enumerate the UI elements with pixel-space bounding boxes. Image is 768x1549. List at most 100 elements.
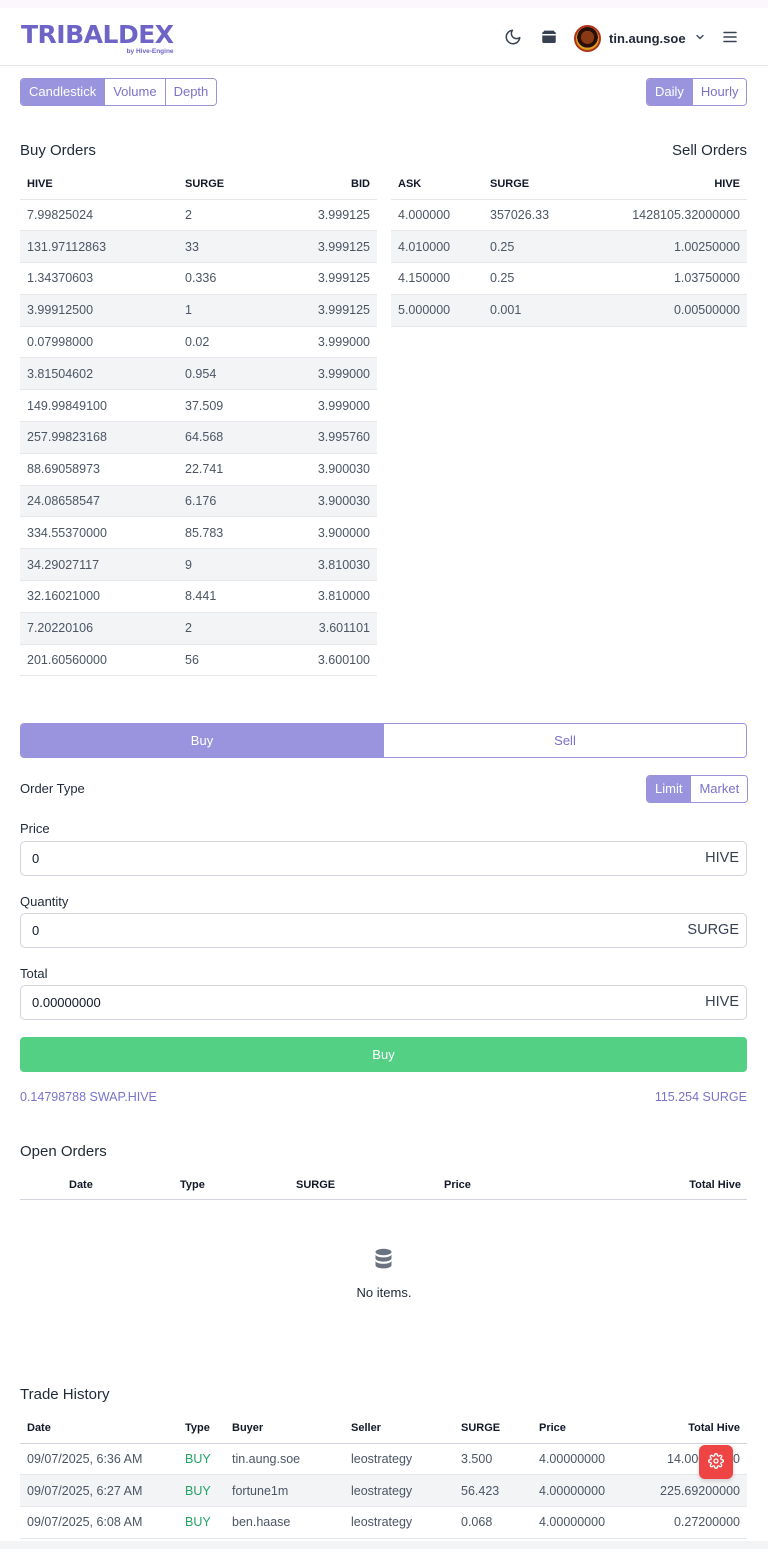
buy-order-row[interactable]: 88.69058973 22.741 3.900030 [20,453,377,486]
sell-orders-title: Sell Orders [671,142,747,159]
buy-order-row[interactable]: 257.99823168 64.568 3.995760 [20,421,377,454]
column-header: SURGE [296,1179,336,1191]
settings-fab[interactable] [699,1445,733,1479]
submit-buy-button[interactable]: Buy [20,1037,747,1072]
trade-history-row[interactable]: 09/07/2025, 6:08 AM BUY ben.haase leostrate… [20,1506,747,1539]
tab-daily[interactable]: Daily [647,79,693,105]
buy-order-row[interactable]: 1.34370603 0.336 3.999125 [20,262,377,295]
surge-balance[interactable]: 115.254 SURGE [654,1090,747,1104]
trade-price: 4.00000000 [532,1474,642,1508]
buy-sell-toggle: Buy Sell [20,723,747,758]
buy-order-row[interactable]: 32.16021000 8.441 3.810000 [20,580,377,613]
ask-price: 5.000000 [391,294,483,327]
surge-amount: 0.001 [483,294,583,327]
bid-price: 3.999125 [266,230,377,264]
ask-price: 4.000000 [391,199,483,232]
trade-seller: leostrategy [344,1443,454,1476]
bid-price: 3.999125 [266,199,377,232]
buy-order-row[interactable]: 3.99912500 1 3.999125 [20,294,377,327]
bid-price: 3.601101 [266,612,377,645]
sell-order-row[interactable]: 4.000000 357026.33 1428105.32000000 [391,199,747,232]
buy-order-row[interactable]: 131.97112863 33 3.999125 [20,230,377,264]
bid-price: 3.810030 [266,548,377,582]
hive-amount: 3.99912500 [20,294,178,327]
hive-amount: 1.00250000 [582,230,747,264]
hive-amount: 334.55370000 [20,516,178,550]
tab-volume[interactable]: Volume [105,79,166,105]
column-header: ASK [391,169,483,200]
surge-amount: 56 [178,644,267,677]
surge-amount: 1 [178,294,267,327]
tab-market[interactable]: Market [691,776,748,802]
moon-icon[interactable] [502,26,524,48]
tab-candlestick[interactable]: Candlestick [21,79,106,105]
surge-amount: 0.02 [178,326,267,359]
buy-order-row[interactable]: 7.20220106 2 3.601101 [20,612,377,645]
buy-tab[interactable]: Buy [21,724,383,757]
column-header: Total Hive [689,1179,741,1191]
column-header: Price [532,1414,642,1444]
surge-amount: 85.783 [178,516,267,550]
hive-amount: 257.99823168 [20,421,178,454]
surge-amount: 22.741 [178,453,267,486]
price-field: HIVE [20,841,747,876]
bid-price: 3.900000 [266,516,377,550]
hive-amount: 7.99825024 [20,199,178,232]
total-input[interactable] [32,986,632,1019]
buy-order-row[interactable]: 24.08658547 6.176 3.900030 [20,485,377,518]
sell-order-row[interactable]: 4.010000 0.25 1.00250000 [391,230,747,264]
interval-tabs: Daily Hourly [646,78,748,106]
trade-type: BUY [178,1474,225,1508]
quantity-input[interactable] [32,914,632,947]
buy-order-row[interactable]: 149.99849100 37.509 3.999000 [20,389,377,423]
buy-order-row[interactable]: 334.55370000 85.783 3.900000 [20,516,377,550]
gear-icon [708,1452,724,1472]
tab-limit[interactable]: Limit [647,776,692,802]
tribaldex-logo[interactable]: TRIBALDEX by Hive-Engine [21,20,174,56]
trade-buyer: tin.aung.soe [225,1443,344,1476]
chart-type-tabs: Candlestick Volume Depth [20,78,218,106]
trade-date: 09/07/2025, 6:08 AM [20,1506,178,1539]
username: tin.aung.soe [609,30,686,46]
trade-date: 09/07/2025, 6:27 AM [20,1474,178,1508]
logo-text: TRIBALDEX [21,20,174,49]
sell-order-row[interactable]: 5.000000 0.001 0.00500000 [391,294,747,327]
price-label: Price [20,821,50,836]
chevron-down-icon [694,31,706,46]
buy-order-row[interactable]: 201.60560000 56 3.600100 [20,644,377,677]
tab-hourly[interactable]: Hourly [692,79,747,105]
surge-amount: 357026.33 [483,199,583,232]
column-header: HIVE [582,169,747,200]
user-menu[interactable]: tin.aung.soe [574,24,706,52]
column-header: SURGE [454,1414,532,1444]
trade-history-row[interactable]: 09/07/2025, 6:27 AM BUY fortune1m leostrate… [20,1474,747,1508]
order-type-label: Order Type [20,781,85,796]
column-header: SURGE [483,169,583,200]
bid-price: 3.999125 [266,294,377,327]
buy-order-row[interactable]: 3.81504602 0.954 3.999000 [20,357,377,391]
surge-amount: 9 [178,548,267,582]
price-input[interactable] [32,842,632,875]
sell-order-row[interactable]: 4.150000 0.25 1.03750000 [391,262,747,295]
quantity-field: SURGE [20,913,747,948]
hive-balance[interactable]: 0.14798788 SWAP.HIVE [20,1090,157,1104]
buy-order-row[interactable]: 7.99825024 2 3.999125 [20,199,377,232]
buy-order-row[interactable]: 34.29027117 9 3.810030 [20,548,377,582]
hive-amount: 131.97112863 [20,230,178,264]
empty-state-text: No items. [356,1285,412,1300]
tab-depth[interactable]: Depth [165,79,217,105]
column-header: HIVE [20,169,178,200]
trade-date: 09/07/2025, 6:36 AM [20,1443,178,1476]
trade-buyer: ben.haase [225,1506,344,1539]
wallet-icon[interactable] [538,26,560,48]
surge-amount: 2 [178,612,267,645]
surge-amount: 0.954 [178,357,267,391]
hive-amount: 0.07998000 [20,326,178,359]
hive-amount: 32.16021000 [20,580,178,613]
bid-price: 3.999000 [266,389,377,423]
sell-tab[interactable]: Sell [383,724,746,757]
column-header: Date [20,1414,178,1444]
buy-order-row[interactable]: 0.07998000 0.02 3.999000 [20,326,377,359]
menu-icon[interactable] [719,26,741,48]
trade-history-row[interactable]: 09/07/2025, 6:36 AM BUY tin.aung.soe leostr… [20,1443,747,1476]
